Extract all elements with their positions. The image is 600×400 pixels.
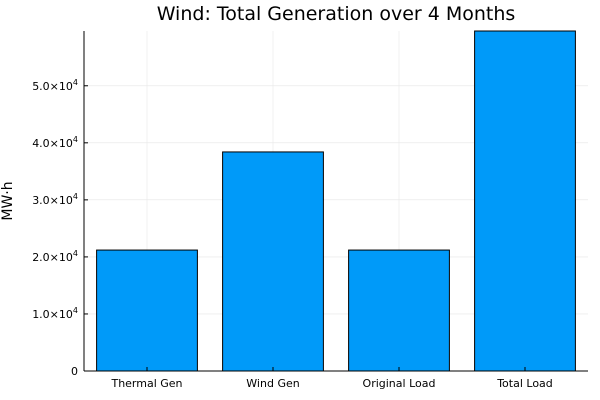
x-tick-label: Wind Gen bbox=[246, 377, 299, 390]
y-tick-label: 3.0×104 bbox=[32, 192, 78, 207]
y-tick-label: 5.0×104 bbox=[32, 78, 78, 93]
bar-total-load bbox=[474, 30, 576, 372]
bars bbox=[96, 30, 576, 372]
y-tick-label: 0 bbox=[71, 365, 78, 378]
chart-title: Wind: Total Generation over 4 Months bbox=[157, 3, 516, 25]
bar-original-load bbox=[348, 249, 450, 372]
y-axis-label: MW·h bbox=[0, 181, 16, 220]
axes bbox=[83, 31, 588, 372]
y-tick-label: 1.0×104 bbox=[32, 306, 78, 321]
y-tick-labels: 0 1.0×104 2.0×104 3.0×104 4.0×104 5.0×104 bbox=[32, 78, 78, 378]
x-tick-labels: Thermal Gen Wind Gen Original Load Total Lo… bbox=[110, 377, 552, 390]
x-tick-label: Total Load bbox=[496, 377, 553, 390]
bar-wind-gen bbox=[222, 151, 324, 372]
x-tick-label: Thermal Gen bbox=[110, 377, 182, 390]
y-tick-label: 4.0×104 bbox=[32, 135, 78, 150]
x-tick-label: Original Load bbox=[363, 377, 436, 390]
y-tick-label: 2.0×104 bbox=[32, 249, 78, 264]
bar-thermal-gen bbox=[96, 249, 198, 372]
